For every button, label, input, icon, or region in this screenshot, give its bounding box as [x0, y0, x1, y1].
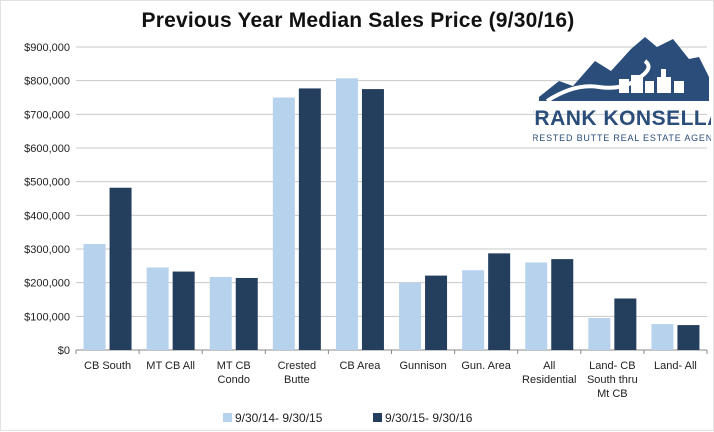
y-tick-label: $100,000	[24, 311, 70, 323]
bar-prior-year	[399, 282, 422, 350]
logo-tagline: CRESTED BUTTE REAL ESTATE AGENT	[533, 133, 711, 143]
legend-label: 9/30/15- 9/30/16	[385, 411, 473, 425]
bar-current-year	[614, 298, 637, 350]
x-tick-label: Land- CB South thru Mt CB	[587, 360, 638, 400]
bar-prior-year	[146, 267, 169, 350]
bar-current-year	[235, 277, 258, 350]
legend: 9/30/14- 9/30/15 9/30/15- 9/30/16	[223, 411, 473, 425]
bar-prior-year	[462, 270, 485, 350]
bar-prior-year	[525, 262, 548, 350]
bar-current-year	[172, 271, 195, 350]
x-tick-label: MT CB Condo	[217, 360, 251, 386]
bar-prior-year	[651, 324, 674, 350]
legend-swatch	[373, 413, 382, 422]
bar-prior-year	[83, 243, 106, 350]
bar-current-year	[361, 89, 384, 350]
y-tick-label: $500,000	[24, 177, 70, 189]
bar-prior-year	[335, 78, 358, 350]
x-tick-label: MT CB All	[146, 360, 195, 372]
bar-current-year	[109, 187, 132, 350]
bar-current-year	[551, 259, 574, 350]
y-tick-label: $400,000	[24, 210, 70, 222]
axes: $0 $100,000 $200,000 $300,000 $400,000 $500,0…	[24, 42, 708, 400]
bars	[83, 78, 700, 350]
bar-prior-year	[209, 276, 232, 350]
y-tick-label: $600,000	[24, 143, 70, 155]
buildings-icon	[619, 69, 684, 93]
logo-name: FRANK KONSELLA	[533, 107, 711, 130]
x-tick-label: CB South	[84, 360, 131, 372]
y-tick-label: $900,000	[24, 42, 70, 54]
x-tick-label: CB Area	[339, 360, 381, 372]
bar-current-year	[488, 253, 511, 350]
bar-current-year	[677, 325, 700, 350]
legend-swatch	[223, 413, 232, 422]
bar-prior-year	[272, 97, 295, 350]
y-tick-label: $300,000	[24, 244, 70, 256]
bar-current-year	[298, 88, 321, 350]
x-tick-label: Gunnison	[400, 360, 447, 372]
y-tick-label: $0	[58, 345, 70, 357]
x-tick-label: All Residential	[522, 360, 576, 386]
y-tick-label: $800,000	[24, 76, 70, 88]
x-tick-label: Gun. Area	[461, 360, 511, 372]
y-tick-label: $700,000	[24, 109, 70, 121]
bar-prior-year	[588, 318, 611, 350]
bar-current-year	[425, 275, 448, 350]
x-tick-label: Crested Butte	[278, 360, 317, 386]
legend-label: 9/30/14- 9/30/15	[235, 411, 323, 425]
chart-title: Previous Year Median Sales Price (9/30/1…	[141, 9, 575, 32]
y-tick-label: $200,000	[24, 278, 70, 290]
x-tick-label: Land- All	[654, 360, 697, 372]
frank-konsella-logo: FRANK KONSELLA CRESTED BUTTE REAL ESTATE…	[533, 37, 711, 143]
